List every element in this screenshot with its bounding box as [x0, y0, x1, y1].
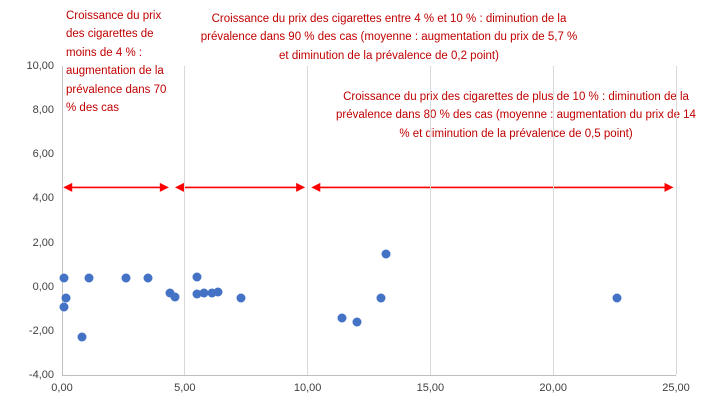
x-axis-line	[62, 375, 676, 376]
scatter-point	[199, 288, 209, 298]
scatter-point	[61, 293, 71, 303]
scatter-point	[612, 293, 622, 303]
x-tick-label: 15,00	[416, 382, 445, 394]
annotation-low-price-growth: Croissance du prix des cigarettes de moi…	[66, 10, 167, 114]
x-tick-label: 5,00	[174, 382, 196, 394]
y-tick-label: -2,00	[28, 324, 54, 337]
gridline-vertical	[552, 66, 554, 375]
scatter-point	[143, 273, 153, 283]
scatter-point	[165, 288, 175, 298]
scatter-point	[77, 332, 87, 342]
y-tick-label: 4,00	[32, 192, 54, 205]
scatter-point	[84, 273, 94, 283]
y-tick-label: 2,00	[32, 236, 54, 249]
scatter-point	[192, 289, 202, 299]
y-tick-label: -4,00	[28, 369, 54, 381]
gridline-vertical	[307, 66, 309, 375]
scatter-point	[337, 313, 347, 323]
x-tick-label: 10,00	[293, 382, 322, 394]
x-tick-label: 20,00	[539, 382, 567, 394]
scatter-point	[236, 293, 246, 303]
scatter-point	[352, 317, 362, 327]
annotation-high-price-growth: Croissance du prix des cigarettes de plu…	[336, 91, 696, 140]
x-tick-label: 25,00	[662, 382, 690, 394]
scatter-point	[59, 302, 69, 312]
y-tick-label: 8,00	[32, 104, 54, 117]
scatter-point	[213, 287, 223, 297]
y-tick-label: 6,00	[32, 148, 54, 161]
scatter-point	[381, 249, 391, 259]
scatter-point	[121, 273, 131, 283]
y-tick-label: 10,00	[26, 60, 54, 72]
annotation-mid-price-growth: Croissance du prix des cigarettes entre …	[200, 13, 578, 62]
scatter-point	[376, 293, 386, 303]
scatter-point	[207, 288, 217, 298]
x-tick-label: 0,00	[51, 382, 73, 394]
gridline-vertical	[429, 66, 431, 375]
scatter-point	[192, 272, 202, 282]
gridline-vertical	[184, 66, 186, 375]
y-axis-line	[61, 66, 63, 375]
scatter-point	[59, 273, 69, 283]
scatter-point	[170, 292, 180, 302]
gridline-vertical	[675, 66, 677, 375]
y-tick-label: 0,00	[32, 280, 54, 293]
